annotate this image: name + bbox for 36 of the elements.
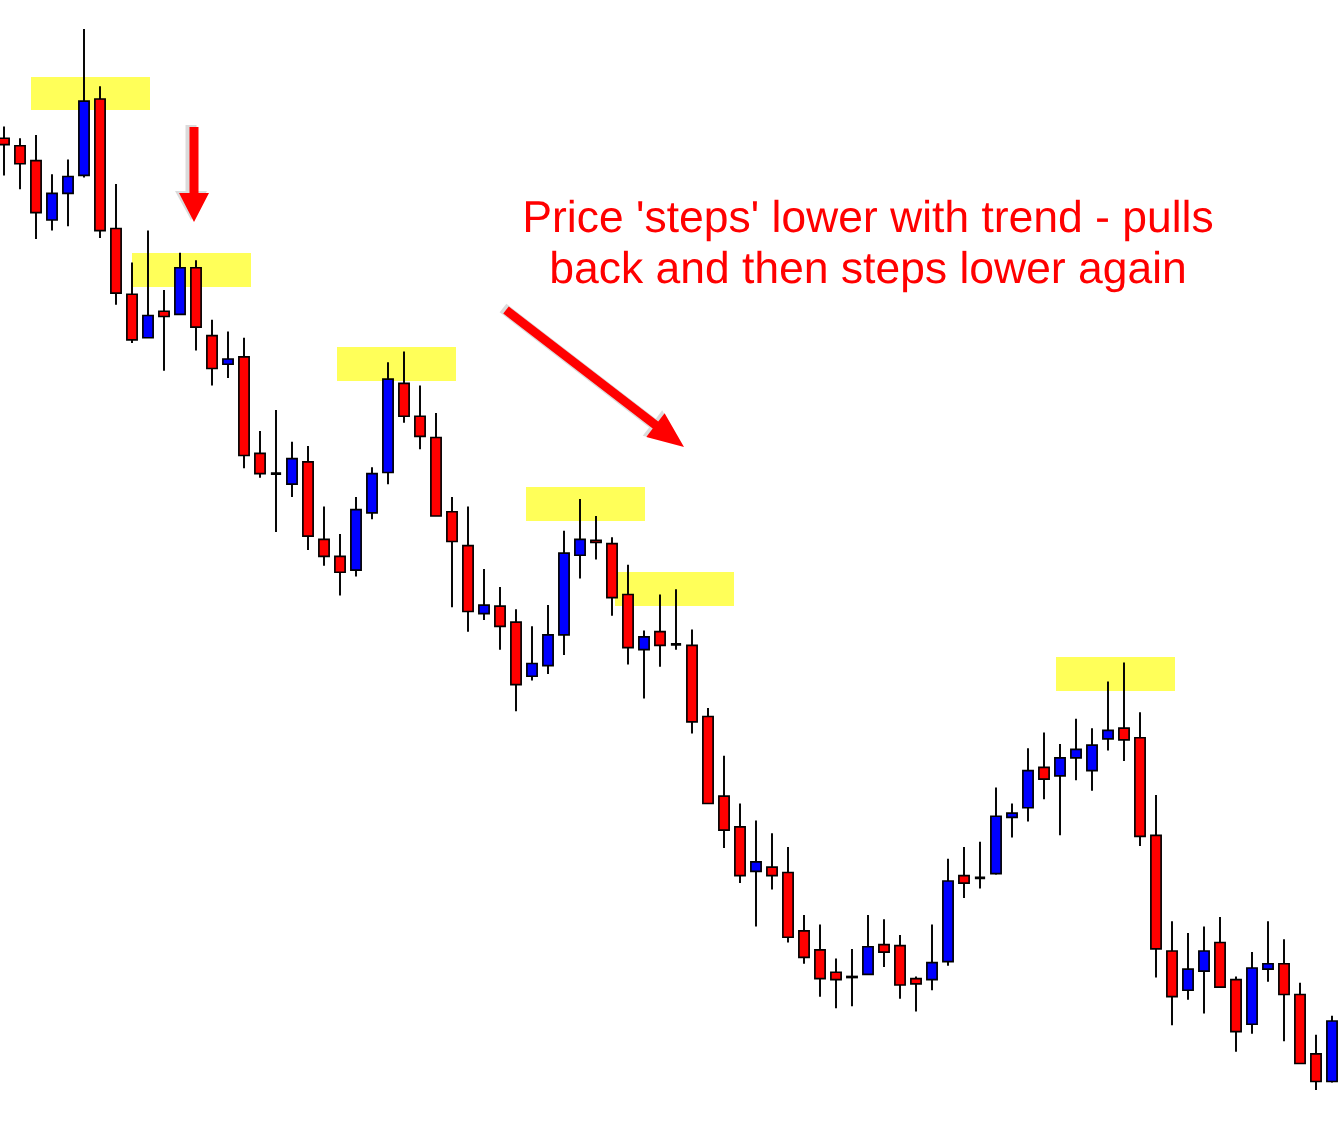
candlestick — [1262, 920, 1274, 983]
candlestick — [958, 846, 970, 899]
candlestick — [222, 330, 234, 380]
candlestick — [269, 408, 283, 533]
candlestick — [478, 568, 490, 621]
candlestick — [1102, 680, 1114, 752]
candlestick — [1182, 932, 1194, 1001]
candlestick — [638, 629, 650, 700]
candlestick — [254, 430, 266, 479]
candlestick — [973, 840, 987, 890]
candlestick — [142, 229, 154, 339]
candlestick — [926, 923, 938, 992]
candlestick — [1006, 802, 1018, 839]
candlestick — [1198, 925, 1210, 1015]
candlestick — [494, 586, 506, 651]
candlestick — [830, 957, 842, 1010]
candlestick — [0, 125, 10, 177]
candlestick — [1038, 731, 1050, 801]
candlestick — [158, 289, 170, 372]
candlestick — [62, 158, 74, 228]
candlestick — [910, 975, 922, 1013]
candlestick — [318, 505, 330, 567]
candlestick — [654, 593, 666, 668]
candlestick — [1054, 743, 1066, 837]
candlestick — [14, 137, 26, 191]
candlestick — [1070, 717, 1082, 782]
candlestick — [878, 918, 890, 968]
annotation: Price 'steps' lower with trend - pulls back and then steps lower again — [526, 199, 1213, 293]
candlestick — [1118, 661, 1130, 763]
candlestick — [526, 625, 538, 682]
candlestick — [669, 588, 683, 651]
candlestick — [574, 498, 586, 580]
candlestick — [766, 832, 778, 891]
candlestick — [334, 533, 346, 597]
candlestick — [414, 384, 426, 451]
candlestick — [750, 819, 762, 928]
